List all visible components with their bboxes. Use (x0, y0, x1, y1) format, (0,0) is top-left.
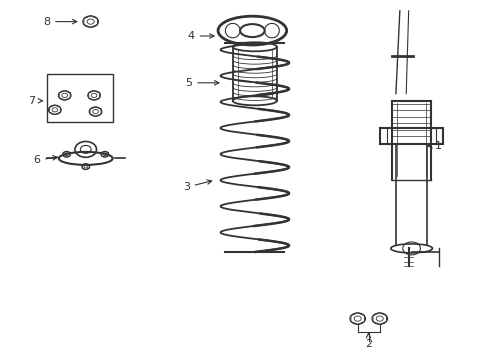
Text: 1: 1 (428, 141, 442, 151)
Text: 5: 5 (185, 78, 219, 88)
Text: 3: 3 (183, 180, 212, 192)
Text: 8: 8 (43, 17, 77, 27)
Text: 4: 4 (188, 31, 214, 41)
Text: 7: 7 (28, 96, 43, 106)
Text: 2: 2 (365, 333, 372, 349)
Text: 6: 6 (33, 155, 57, 165)
Bar (47, 74, 113, 122)
